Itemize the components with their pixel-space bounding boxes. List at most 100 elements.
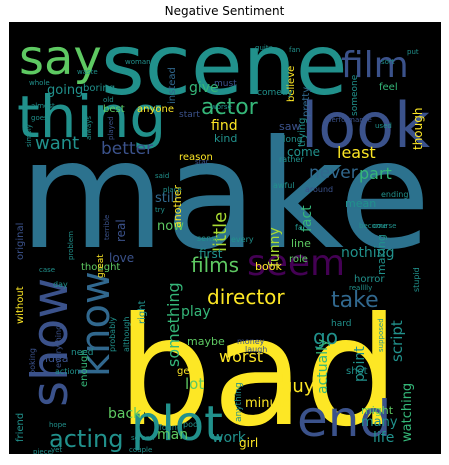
word-enough: enough — [79, 349, 90, 387]
word-old: old — [103, 96, 114, 104]
word-rather: rather — [279, 155, 304, 164]
word-long: long — [283, 135, 302, 145]
word-first: first — [199, 247, 223, 261]
word-though: though — [411, 108, 425, 150]
word-pretty: pretty — [301, 87, 312, 117]
word-little: little — [210, 212, 231, 252]
word-say: say — [19, 30, 102, 86]
word-funny: funny — [267, 227, 283, 267]
word-right: right — [137, 300, 148, 324]
word-play: play — [181, 304, 211, 320]
chart-title: Negative Sentiment — [164, 4, 285, 18]
word-cloud-panel: make bad scene look thing say show know plot end s… — [9, 22, 441, 454]
word-fan: fan — [289, 46, 300, 54]
word-want: want — [35, 133, 79, 154]
word-must: must — [214, 79, 237, 89]
word-shot: shot — [346, 366, 368, 377]
word-book: book — [255, 260, 282, 273]
word-seem: seem — [247, 243, 345, 284]
word-point: point — [352, 346, 368, 382]
word-another: another — [171, 185, 184, 228]
word-part: part — [359, 164, 392, 183]
word-better: better — [101, 139, 153, 159]
word-something: something — [164, 282, 183, 367]
word-awful: awful — [273, 181, 295, 190]
word-ending: ending — [381, 190, 408, 199]
word-terrible: terrible — [103, 215, 111, 240]
word-money: money — [237, 337, 265, 346]
word-original: original — [15, 223, 26, 260]
word-thing: thing — [17, 83, 166, 151]
word-everything: everything — [54, 325, 63, 368]
word-sort: sort — [381, 58, 395, 66]
word-girl: girl — [239, 436, 258, 450]
word-hard: hard — [331, 319, 351, 329]
word-go: go — [313, 325, 338, 349]
word-know: know — [73, 271, 119, 377]
word-always: always — [85, 116, 93, 140]
word-back: back — [108, 406, 142, 422]
word-real: real — [114, 219, 128, 242]
word-best: best — [103, 104, 125, 115]
word-laugh: laugh — [245, 345, 267, 354]
word-anyone: anyone — [137, 104, 174, 115]
word-bad: bad — [117, 286, 399, 454]
word-whole: whole — [29, 79, 50, 87]
word-quite: quite — [255, 44, 273, 52]
word-fact: fact — [299, 205, 315, 232]
word-end: end — [297, 390, 391, 448]
word-making: making — [375, 234, 388, 275]
word-script: script — [388, 320, 406, 362]
word-role: role — [289, 254, 308, 265]
word-stupid: stupid — [412, 267, 421, 292]
word-guy: guy — [281, 376, 315, 397]
word-look: look — [301, 89, 430, 162]
word-watching: watching — [400, 383, 415, 442]
word-idea: idea — [45, 352, 69, 365]
word-although: although — [122, 317, 131, 352]
word-performance: performance — [327, 116, 372, 124]
word-place: place — [163, 186, 182, 194]
word-feel: feel — [379, 82, 398, 93]
word-problem: problem — [67, 231, 75, 260]
word-line: line — [291, 237, 311, 250]
word-course: course — [373, 222, 396, 230]
word-great: great — [96, 254, 106, 278]
word-actor: actor — [201, 95, 259, 120]
word-put: put — [407, 48, 419, 56]
word-probably: probably — [108, 317, 117, 352]
word-played: played — [107, 116, 115, 140]
word-case: case — [39, 266, 55, 274]
word-used: used — [375, 122, 392, 130]
word-poor: poor — [183, 420, 202, 429]
word-looking: looking — [28, 348, 37, 377]
word-start: start — [179, 110, 200, 120]
word-boring: boring — [83, 83, 115, 94]
word-scene: scene — [101, 22, 348, 114]
word-almost: almost — [31, 102, 55, 110]
word-gets: gets — [177, 366, 199, 377]
word-saw: saw — [279, 120, 300, 133]
word-yet: yet — [51, 446, 62, 454]
word-take: take — [331, 288, 379, 313]
word-need: need — [71, 348, 94, 358]
word-said: said — [155, 172, 169, 180]
word-going: going — [47, 83, 83, 98]
word-around: around — [305, 185, 333, 194]
word-kind: kind — [214, 132, 237, 145]
word-actually: actually — [315, 339, 331, 394]
word-acting: acting — [49, 425, 123, 453]
word-work: work — [212, 430, 247, 446]
word-waste: waste — [77, 68, 98, 76]
word-find: find — [211, 118, 238, 134]
word-anything: anything — [234, 382, 244, 422]
word-kid: kid — [267, 372, 283, 385]
word-show: show — [21, 278, 79, 407]
word-simply: simply — [25, 124, 33, 147]
word-friend: friend — [15, 413, 26, 442]
word-goes: goes — [31, 114, 48, 122]
word-might: might — [361, 404, 394, 417]
word-comedy: comedy — [257, 88, 293, 98]
word-films: films — [191, 253, 239, 277]
